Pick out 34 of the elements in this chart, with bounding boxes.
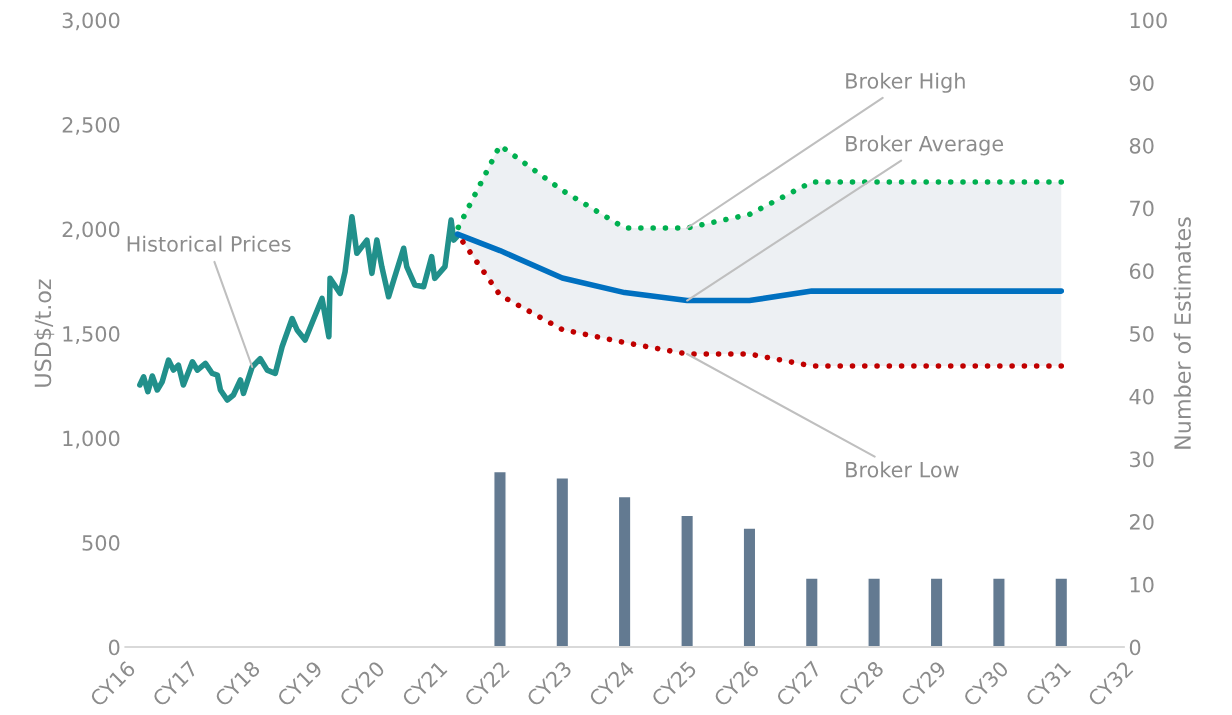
bar (493, 470, 507, 648)
y2-tick-label: 100 (1130, 12, 1167, 29)
text: Broker High (846, 72, 965, 93)
bar (1054, 577, 1069, 648)
y2-tick-label: 80 (1129, 137, 1154, 154)
y-tick-label: 1,500 (63, 326, 120, 344)
bar (680, 514, 695, 648)
y-tick-label: 3,000 (62, 12, 120, 31)
y-tick-label: 2,500 (62, 116, 120, 135)
y2-tick-label: 20 (1129, 514, 1154, 530)
y-tick-label: 2,000 (62, 221, 120, 240)
y-axis-title: USD$/t.oz (34, 279, 55, 387)
y2-tick-label: 30 (1130, 451, 1154, 468)
y2-tick-label: 90 (1129, 75, 1154, 91)
y-tick-label: 0 (108, 639, 120, 656)
y2-tick-label: 70 (1130, 200, 1154, 217)
y-tick-label: 500 (82, 535, 120, 551)
bar (555, 477, 570, 648)
y2-tick-label: 50 (1130, 326, 1154, 342)
y2-tick-label: 40 (1129, 388, 1154, 405)
bar (992, 577, 1006, 648)
y2-tick-label: 10 (1130, 576, 1154, 593)
bar (617, 495, 632, 648)
y-tick-label: 1,000 (63, 430, 120, 449)
bar (929, 577, 944, 648)
y2-tick-label: 60 (1129, 263, 1154, 280)
text: Broker Low (846, 461, 959, 478)
y2-tick-label: 0 (1129, 639, 1141, 656)
y2-axis-title: Number of Estimates (1173, 217, 1191, 449)
bar (804, 577, 819, 648)
bar (742, 527, 757, 648)
bar (867, 577, 882, 648)
text: Broker Average (846, 135, 1004, 156)
text: Historical Prices (127, 235, 291, 252)
